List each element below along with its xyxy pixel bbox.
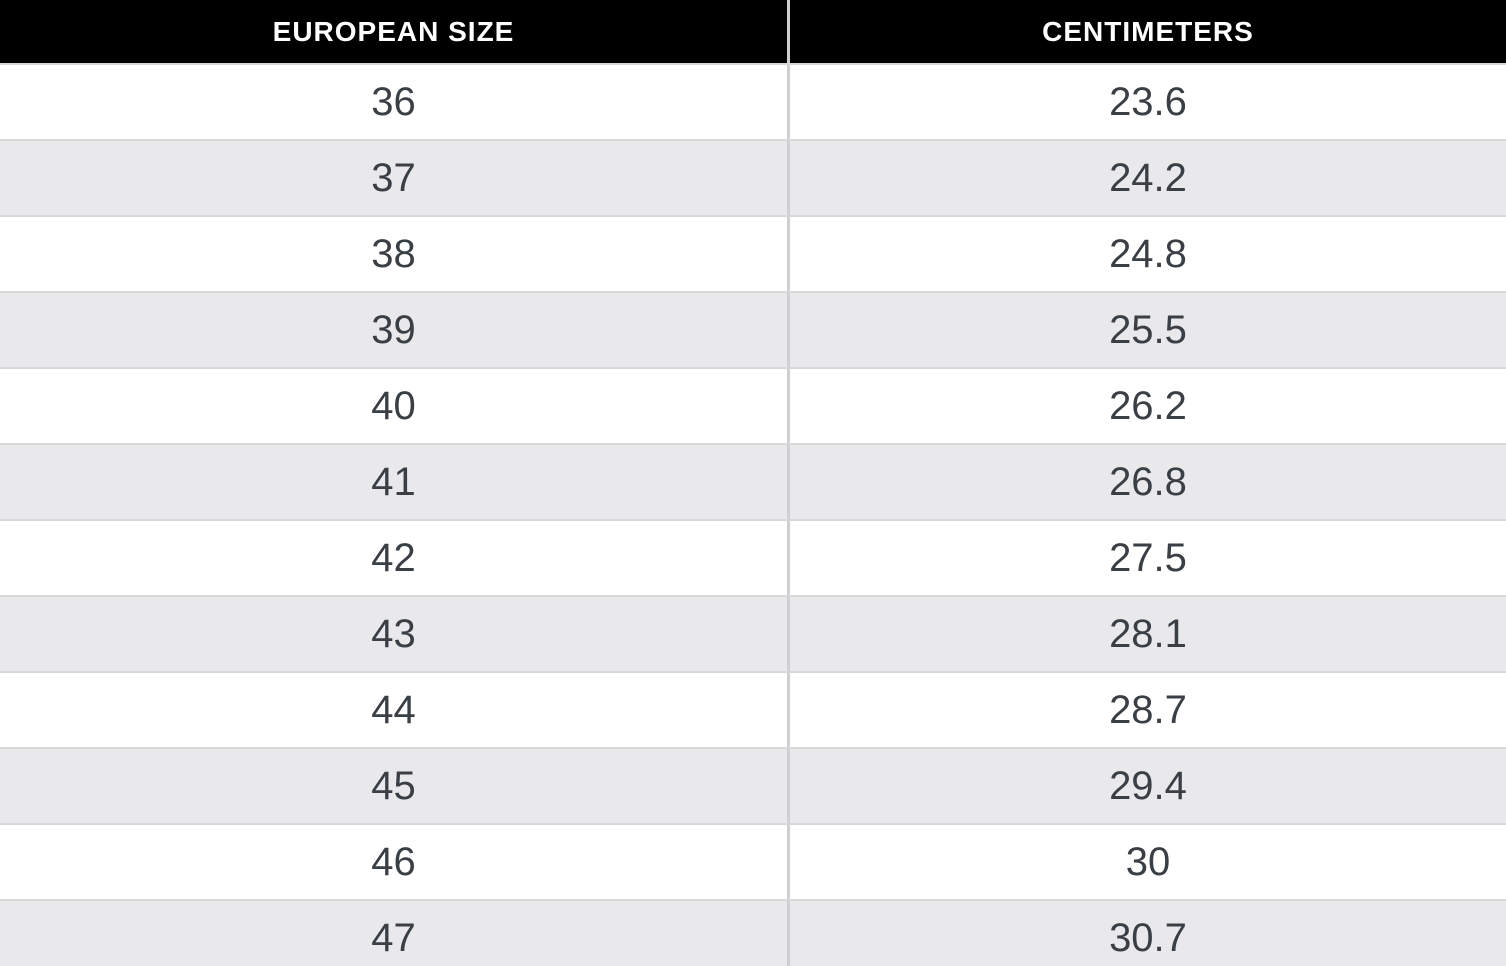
- table-row: 46 30: [0, 823, 1506, 899]
- table-row: 47 30.7: [0, 899, 1506, 966]
- table-row: 41 26.8: [0, 443, 1506, 519]
- table-row: 42 27.5: [0, 519, 1506, 595]
- cell-centimeters: 30: [787, 825, 1506, 899]
- cell-centimeters: 28.1: [787, 597, 1506, 671]
- table-row: 39 25.5: [0, 291, 1506, 367]
- cell-european-size: 37: [371, 155, 416, 200]
- table-body: 36 23.6 37 24.2 38 24.8 39 25.5 40 26.2 41 26.8 42 27…: [0, 63, 1506, 966]
- cell-centimeters: 30.7: [787, 901, 1506, 966]
- cell-centimeters: 26.8: [787, 445, 1506, 519]
- cell-european-size: 39: [371, 307, 416, 352]
- cell-centimeters: 29.4: [787, 749, 1506, 823]
- cell-european-size: 42: [371, 535, 416, 580]
- cell-centimeters: 28.7: [787, 673, 1506, 747]
- cell-european-size: 47: [371, 915, 416, 960]
- cell-centimeters: 23.6: [787, 65, 1506, 139]
- column-header-european-size: EUROPEAN SIZE: [272, 15, 515, 47]
- table-row: 44 28.7: [0, 671, 1506, 747]
- cell-centimeters: 26.2: [787, 369, 1506, 443]
- table-row: 38 24.8: [0, 215, 1506, 291]
- table-row: 36 23.6: [0, 63, 1506, 139]
- cell-european-size: 36: [371, 79, 416, 124]
- cell-european-size: 44: [371, 687, 416, 732]
- cell-centimeters: 27.5: [787, 521, 1506, 595]
- table-row: 45 29.4: [0, 747, 1506, 823]
- cell-european-size: 41: [371, 459, 416, 504]
- cell-centimeters: 25.5: [787, 293, 1506, 367]
- cell-european-size: 40: [371, 383, 416, 428]
- table-row: 43 28.1: [0, 595, 1506, 671]
- table-header-row: EUROPEAN SIZE CENTIMETERS: [0, 0, 1506, 63]
- table-row: 40 26.2: [0, 367, 1506, 443]
- cell-centimeters: 24.8: [787, 217, 1506, 291]
- column-header-centimeters: CENTIMETERS: [787, 0, 1506, 63]
- cell-centimeters: 24.2: [787, 141, 1506, 215]
- table-row: 37 24.2: [0, 139, 1506, 215]
- cell-european-size: 45: [371, 763, 416, 808]
- cell-european-size: 46: [371, 839, 416, 884]
- cell-european-size: 43: [371, 611, 416, 656]
- cell-european-size: 38: [371, 231, 416, 276]
